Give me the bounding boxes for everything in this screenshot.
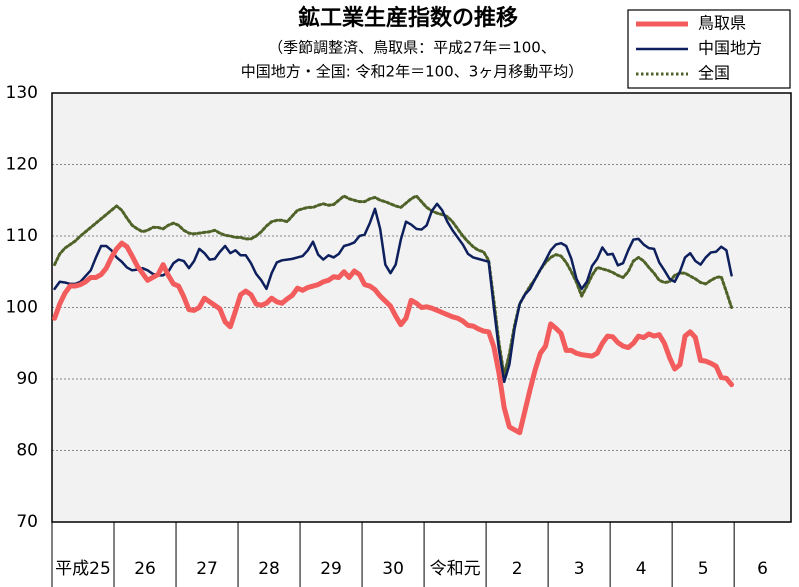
x-tick-label: 30 bbox=[382, 559, 404, 579]
y-tick-label: 70 bbox=[16, 512, 38, 532]
x-tick-label: 3 bbox=[574, 559, 585, 579]
x-tick-label: 29 bbox=[320, 559, 342, 579]
y-tick-label: 90 bbox=[16, 369, 38, 389]
x-tick-label: 5 bbox=[698, 559, 709, 579]
legend-label: 中国地方 bbox=[698, 39, 762, 58]
chart-title: 鉱工業生産指数の推移 bbox=[298, 5, 518, 31]
legend-label: 全国 bbox=[698, 64, 730, 83]
x-tick-label: 26 bbox=[134, 559, 156, 579]
y-tick-label: 130 bbox=[6, 83, 38, 103]
series-line bbox=[53, 194, 734, 377]
plot-border bbox=[51, 92, 792, 523]
x-tick-label: 平成25 bbox=[55, 559, 111, 579]
x-tick-label: 2 bbox=[512, 559, 523, 579]
y-tick-label: 120 bbox=[6, 155, 38, 175]
chart-subtitle: 中国地方・全国: 令和2年＝100、3ヶ月移動平均） bbox=[241, 63, 584, 81]
series-line bbox=[52, 240, 735, 436]
chart-subtitle: （季節調整済、鳥取県：平成27年＝100、 bbox=[268, 39, 556, 57]
x-tick-label: 4 bbox=[636, 559, 647, 579]
x-tick-label: 6 bbox=[757, 559, 768, 579]
x-tick-label: 28 bbox=[258, 559, 280, 579]
x-tick-label: 令和元 bbox=[430, 559, 481, 579]
y-tick-label: 100 bbox=[6, 298, 38, 318]
y-tick-label: 80 bbox=[16, 441, 38, 461]
y-tick-label: 110 bbox=[6, 226, 38, 246]
x-tick-label: 27 bbox=[196, 559, 218, 579]
legend-label: 鳥取県 bbox=[698, 14, 746, 33]
